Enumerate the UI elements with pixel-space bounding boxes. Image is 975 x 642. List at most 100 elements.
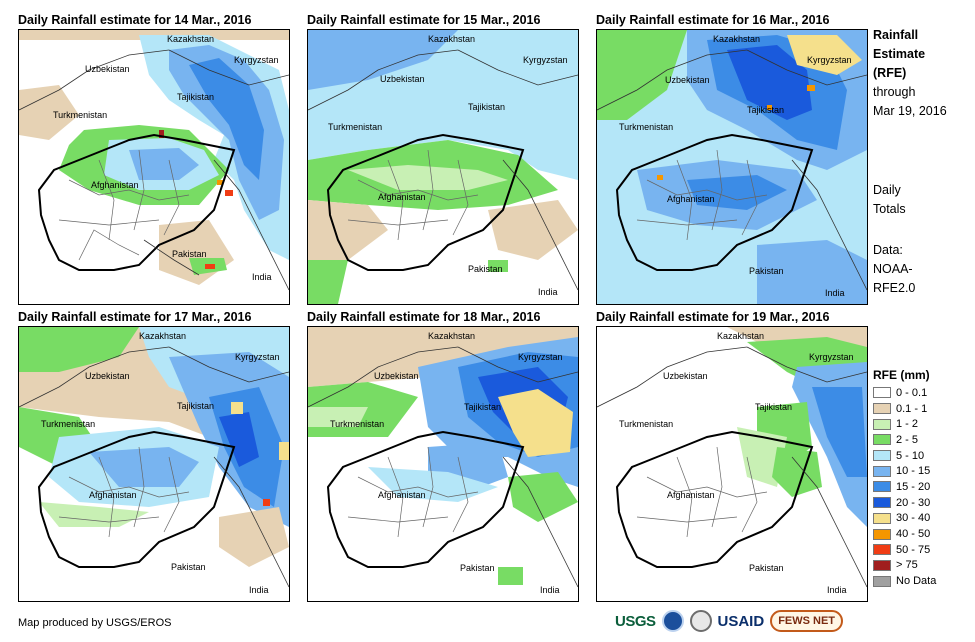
sidebar-title-line3: (RFE) (873, 66, 907, 80)
usgs-logo: USGS (615, 612, 656, 630)
legend-swatch (873, 559, 891, 571)
label-pakistan: Pakistan (171, 562, 206, 572)
label-afghanistan: Afghanistan (89, 490, 137, 500)
label-turkmenistan: Turkmenistan (328, 122, 382, 132)
legend-item: 50 - 75 (873, 542, 936, 558)
legend-item: 0.1 - 1 (873, 401, 936, 417)
label-india: India (538, 287, 558, 297)
label-kazakhstan: Kazakhstan (428, 34, 475, 44)
map-graphic: Kazakhstan Kyrgyzstan Uzbekistan Tajikis… (308, 30, 578, 304)
label-afghanistan: Afghanistan (667, 490, 715, 500)
panel-title: Daily Rainfall estimate for 15 Mar., 201… (307, 13, 541, 27)
legend-item: 40 - 50 (873, 526, 936, 542)
rainfall-map: Kazakhstan Kyrgyzstan Uzbekistan Tajikis… (307, 29, 579, 305)
label-turkmenistan: Turkmenistan (53, 110, 107, 120)
label-uzbekistan: Uzbekistan (380, 74, 425, 84)
label-turkmenistan: Turkmenistan (330, 419, 384, 429)
map-graphic: Kazakhstan Kyrgyzstan Uzbekistan Tajikis… (19, 327, 289, 601)
legend-swatch (873, 465, 891, 477)
label-turkmenistan: Turkmenistan (619, 419, 673, 429)
label-india: India (540, 585, 560, 595)
usaid-logo: USAID (717, 612, 765, 630)
label-tajikistan: Tajikistan (468, 102, 505, 112)
legend-item: 1 - 2 (873, 416, 936, 432)
legend-swatch (873, 575, 891, 587)
legend-label: 30 - 40 (896, 512, 931, 525)
label-turkmenistan: Turkmenistan (41, 419, 95, 429)
rainfall-map: Kazakhstan Kyrgyzstan Uzbekistan Tajikis… (596, 29, 868, 305)
sidebar-data-source-line2: RFE2.0 (873, 281, 916, 295)
legend-item: 5 - 10 (873, 448, 936, 464)
legend: 0 - 0.1 0.1 - 1 1 - 2 2 - 5 5 - 10 10 - 15 15 … (873, 385, 936, 589)
label-kazakhstan: Kazakhstan (139, 331, 186, 341)
label-tajikistan: Tajikistan (177, 92, 214, 102)
sidebar-totals-line1: Daily (873, 183, 901, 197)
legend-label: 10 - 15 (896, 465, 931, 478)
sidebar-totals-line2: Totals (873, 202, 906, 216)
panel-title: Daily Rainfall estimate for 14 Mar., 201… (18, 13, 252, 27)
sidebar-data-source-line1: NOAA- (873, 262, 913, 276)
label-india: India (827, 585, 847, 595)
legend-swatch (873, 450, 891, 462)
legend-label: 0.1 - 1 (896, 402, 928, 415)
sidebar-totals: Daily Totals (873, 181, 906, 219)
logo-strip: USGS USAID FEWS NET (615, 610, 844, 632)
sidebar-title-line2: Estimate (873, 47, 926, 61)
legend-label: 15 - 20 (896, 480, 931, 493)
label-tajikistan: Tajikistan (464, 402, 501, 412)
rainfall-map: Kazakhstan Kyrgyzstan Uzbekistan Tajikis… (18, 326, 290, 602)
legend-item: 30 - 40 (873, 511, 936, 527)
label-kyrgyzstan: Kyrgyzstan (809, 352, 854, 362)
rainfall-map: Kazakhstan Kyrgyzstan Uzbekistan Tajikis… (596, 326, 868, 602)
legend-swatch (873, 481, 891, 493)
seal-logo-icon (689, 610, 712, 632)
rainfall-map: Kazakhstan Kyrgyzstan Uzbekistan Tajikis… (18, 29, 290, 305)
map-graphic: Kazakhstan Kyrgyzstan Uzbekistan Tajikis… (597, 327, 867, 601)
panel-title: Daily Rainfall estimate for 17 Mar., 201… (18, 310, 252, 324)
label-pakistan: Pakistan (749, 563, 784, 573)
label-afghanistan: Afghanistan (378, 192, 426, 202)
sidebar-through-label: through (873, 85, 916, 99)
legend-label: 50 - 75 (896, 543, 931, 556)
label-tajikistan: Tajikistan (755, 402, 792, 412)
legend-label: 20 - 30 (896, 496, 931, 509)
legend-item: 20 - 30 (873, 495, 936, 511)
legend-label: 0 - 0.1 (896, 386, 928, 399)
legend-item: 0 - 0.1 (873, 385, 936, 401)
legend-swatch (873, 403, 891, 415)
label-india: India (249, 585, 269, 595)
legend-swatch (873, 544, 891, 556)
label-pakistan: Pakistan (460, 563, 495, 573)
legend-label: 2 - 5 (896, 433, 919, 446)
sidebar-through-date: Mar 19, 2016 (873, 104, 947, 118)
label-kyrgyzstan: Kyrgyzstan (807, 55, 852, 65)
label-pakistan: Pakistan (468, 264, 503, 274)
legend-title: RFE (mm) (873, 368, 930, 382)
legend-label: 40 - 50 (896, 528, 931, 541)
label-turkmenistan: Turkmenistan (619, 122, 673, 132)
legend-item: > 75 (873, 558, 936, 574)
legend-label: > 75 (896, 559, 918, 572)
legend-item: 15 - 20 (873, 479, 936, 495)
map-graphic: Kazakhstan Kyrgyzstan Uzbekistan Tajikis… (308, 327, 578, 601)
legend-label: 5 - 10 (896, 449, 925, 462)
legend-swatch (873, 497, 891, 509)
label-uzbekistan: Uzbekistan (665, 75, 710, 85)
sidebar-title: Rainfall Estimate (RFE) through Mar 19, … (873, 26, 947, 121)
label-india: India (252, 272, 272, 282)
map-credit: Map produced by USGS/EROS (18, 617, 172, 629)
legend-label: No Data (896, 575, 937, 588)
map-graphic: Kazakhstan Kyrgyzstan Uzbekistan Tajikis… (19, 30, 289, 304)
sidebar-data-label: Data: (873, 243, 903, 257)
legend-item: No Data (873, 573, 936, 589)
label-kyrgyzstan: Kyrgyzstan (235, 352, 280, 362)
legend-swatch (873, 434, 891, 446)
fewsnet-logo: FEWS NET (770, 610, 844, 632)
label-tajikistan: Tajikistan (177, 401, 214, 411)
legend-swatch (873, 418, 891, 430)
label-afghanistan: Afghanistan (667, 194, 715, 204)
label-kyrgyzstan: Kyrgyzstan (234, 55, 279, 65)
label-afghanistan: Afghanistan (378, 490, 426, 500)
label-kazakhstan: Kazakhstan (167, 34, 214, 44)
label-uzbekistan: Uzbekistan (85, 371, 130, 381)
